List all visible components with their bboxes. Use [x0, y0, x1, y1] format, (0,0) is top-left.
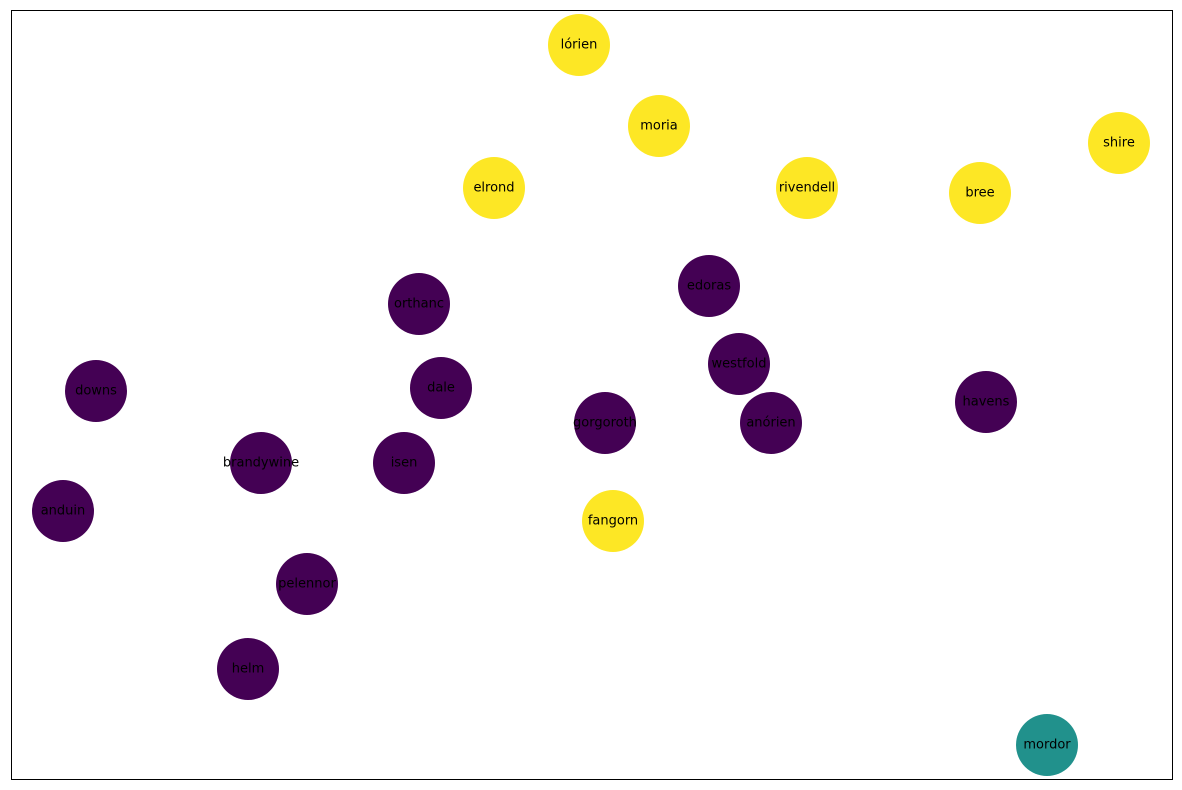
- node-brandywine: brandywine: [223, 432, 299, 494]
- node-moria: moria: [628, 95, 690, 157]
- node-circle: [740, 392, 802, 454]
- node-label: rivendell: [779, 181, 835, 196]
- node-orthanc: orthanc: [388, 273, 450, 335]
- node-label: westfold: [712, 357, 767, 372]
- node-circle: [373, 432, 435, 494]
- node-circle: [628, 95, 690, 157]
- node-circle: [1016, 714, 1078, 776]
- node-label: lórien: [561, 38, 598, 53]
- node-circle: [388, 273, 450, 335]
- node-label: bree: [965, 186, 994, 201]
- node-circle: [776, 157, 838, 219]
- node-circle: [230, 432, 292, 494]
- node-elrond: elrond: [463, 157, 525, 219]
- node-circle: [955, 371, 1017, 433]
- node-circle: [32, 480, 94, 542]
- node-rivendell: rivendell: [776, 157, 838, 219]
- node-circle: [574, 392, 636, 454]
- node-westfold: westfold: [708, 333, 770, 395]
- node-mordor: mordor: [1016, 714, 1078, 776]
- node-label: havens: [963, 395, 1010, 410]
- node-helm: helm: [217, 638, 279, 700]
- node-label: orthanc: [394, 297, 444, 312]
- node-circle: [582, 490, 644, 552]
- node-anduin: anduin: [32, 480, 94, 542]
- node-downs: downs: [65, 360, 127, 422]
- node-label: anduin: [41, 504, 86, 519]
- node-circle: [65, 360, 127, 422]
- node-circle: [1088, 112, 1150, 174]
- node-lorien: lórien: [548, 14, 610, 76]
- node-label: isen: [391, 456, 418, 471]
- node-label: brandywine: [223, 456, 299, 471]
- node-dale: dale: [410, 357, 472, 419]
- node-label: elrond: [473, 181, 514, 196]
- node-label: helm: [232, 662, 265, 677]
- node-label: downs: [75, 384, 117, 399]
- node-circle: [949, 162, 1011, 224]
- node-circle: [410, 357, 472, 419]
- node-label: pelennor: [278, 577, 336, 592]
- nodes-layer: lórien moria shire elrond rivendell bree edora…: [32, 14, 1150, 776]
- node-circle: [678, 255, 740, 317]
- node-circle: [463, 157, 525, 219]
- node-label: moria: [640, 119, 678, 134]
- node-isen: isen: [373, 432, 435, 494]
- node-shire: shire: [1088, 112, 1150, 174]
- node-anorien: anórien: [740, 392, 802, 454]
- node-label: gorgoroth: [573, 416, 637, 431]
- node-label: anórien: [746, 416, 795, 431]
- node-label: edoras: [687, 279, 732, 294]
- node-label: mordor: [1023, 738, 1071, 753]
- node-label: dale: [427, 381, 455, 396]
- node-circle: [276, 553, 338, 615]
- node-gorgoroth: gorgoroth: [573, 392, 637, 454]
- node-bree: bree: [949, 162, 1011, 224]
- node-havens: havens: [955, 371, 1017, 433]
- node-circle: [708, 333, 770, 395]
- node-label: shire: [1103, 136, 1135, 151]
- node-edoras: edoras: [678, 255, 740, 317]
- node-fangorn: fangorn: [582, 490, 644, 552]
- node-circle: [548, 14, 610, 76]
- node-label: fangorn: [588, 514, 638, 529]
- node-circle: [217, 638, 279, 700]
- plot-frame: [11, 10, 1173, 780]
- node-pelennor: pelennor: [276, 553, 338, 615]
